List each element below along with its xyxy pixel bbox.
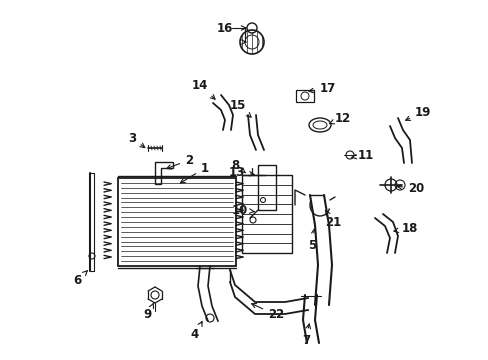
Text: 3: 3 xyxy=(128,131,144,148)
Text: 17: 17 xyxy=(308,81,336,95)
Text: 18: 18 xyxy=(393,221,418,234)
Bar xyxy=(258,165,275,210)
Text: 14: 14 xyxy=(191,78,215,99)
Text: 19: 19 xyxy=(405,105,430,120)
Text: 10: 10 xyxy=(231,203,254,216)
Text: 9: 9 xyxy=(143,303,153,321)
Text: 4: 4 xyxy=(190,321,202,342)
Text: 8: 8 xyxy=(231,158,244,173)
Text: 16: 16 xyxy=(216,22,233,35)
Bar xyxy=(295,90,313,102)
Text: 6: 6 xyxy=(74,271,87,287)
Text: 13: 13 xyxy=(228,166,253,179)
Text: 15: 15 xyxy=(229,99,250,117)
Text: 7: 7 xyxy=(301,324,310,346)
Text: 11: 11 xyxy=(351,149,373,162)
Text: 2: 2 xyxy=(166,153,193,169)
Bar xyxy=(242,175,291,253)
Text: 22: 22 xyxy=(251,303,284,321)
Text: 5: 5 xyxy=(307,229,316,252)
Text: 1: 1 xyxy=(180,162,209,183)
Text: 21: 21 xyxy=(325,210,341,229)
Text: 20: 20 xyxy=(396,181,424,194)
Text: 12: 12 xyxy=(329,112,350,125)
Bar xyxy=(118,178,236,266)
